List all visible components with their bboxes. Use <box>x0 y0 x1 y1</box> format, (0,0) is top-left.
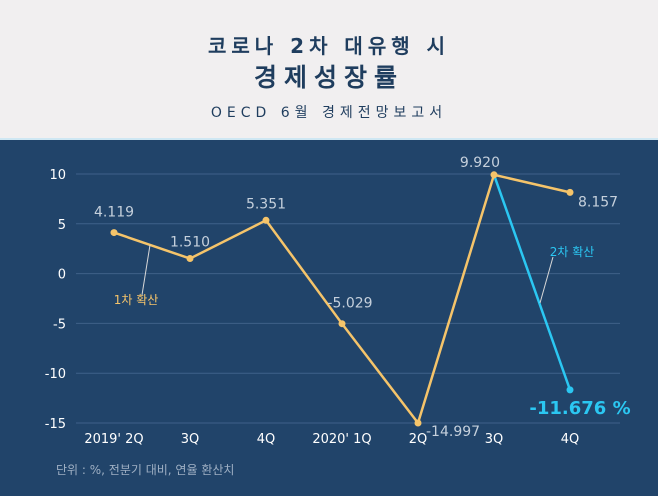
x-tick-label: 4Q <box>257 432 276 447</box>
subtitle: OECD 6월 경제전망보고서 <box>210 105 448 121</box>
title-line1: 코로나 2차 대유행 시 <box>207 34 450 58</box>
y-tick-label: 0 <box>58 268 66 283</box>
data-label: -14.997 <box>426 424 480 440</box>
forecast-data-label: -11.676 % <box>529 398 630 419</box>
annotation-leader <box>539 256 554 304</box>
chart-area <box>0 140 658 496</box>
y-tick-label: -5 <box>53 317 66 332</box>
y-tick-label: 10 <box>49 168 66 183</box>
data-label: 1.510 <box>170 235 210 251</box>
divider <box>0 138 658 140</box>
data-point <box>566 188 574 196</box>
y-tick-label: -15 <box>45 417 66 432</box>
header: 코로나 2차 대유행 시 경제성장률 OECD 6월 경제전망보고서 <box>0 0 658 138</box>
x-tick-label: 3Q <box>181 432 200 447</box>
x-tick-label: 2019' 2Q <box>84 432 143 447</box>
title-line2: 경제성장률 <box>253 63 404 92</box>
data-point <box>186 255 194 263</box>
x-tick-label: 2Q <box>409 432 428 447</box>
x-tick-label: 4Q <box>561 432 580 447</box>
data-point <box>490 171 498 179</box>
data-label: 8.157 <box>578 194 618 210</box>
forecast-point <box>566 386 574 394</box>
x-tick-label: 3Q <box>485 432 504 447</box>
x-tick-label: 2020' 1Q <box>312 432 371 447</box>
data-label: 4.119 <box>94 205 134 221</box>
data-point <box>414 419 422 427</box>
data-point <box>110 229 118 237</box>
y-tick-label: 5 <box>58 218 66 233</box>
data-label: -5.029 <box>327 296 372 312</box>
annotation-leader <box>141 244 151 296</box>
data-point <box>338 320 346 328</box>
annotation-first-wave: 1차 확산 <box>114 293 159 307</box>
data-label: 9.920 <box>460 155 500 171</box>
data-label: 5.351 <box>246 196 286 212</box>
y-tick-label: -10 <box>45 367 66 382</box>
data-point <box>262 216 270 224</box>
unit-footnote: 단위 : %, 전분기 대비, 연율 환산치 <box>56 463 235 477</box>
forecast-line <box>492 174 572 391</box>
annotation-second-wave: 2차 확산 <box>550 245 595 259</box>
